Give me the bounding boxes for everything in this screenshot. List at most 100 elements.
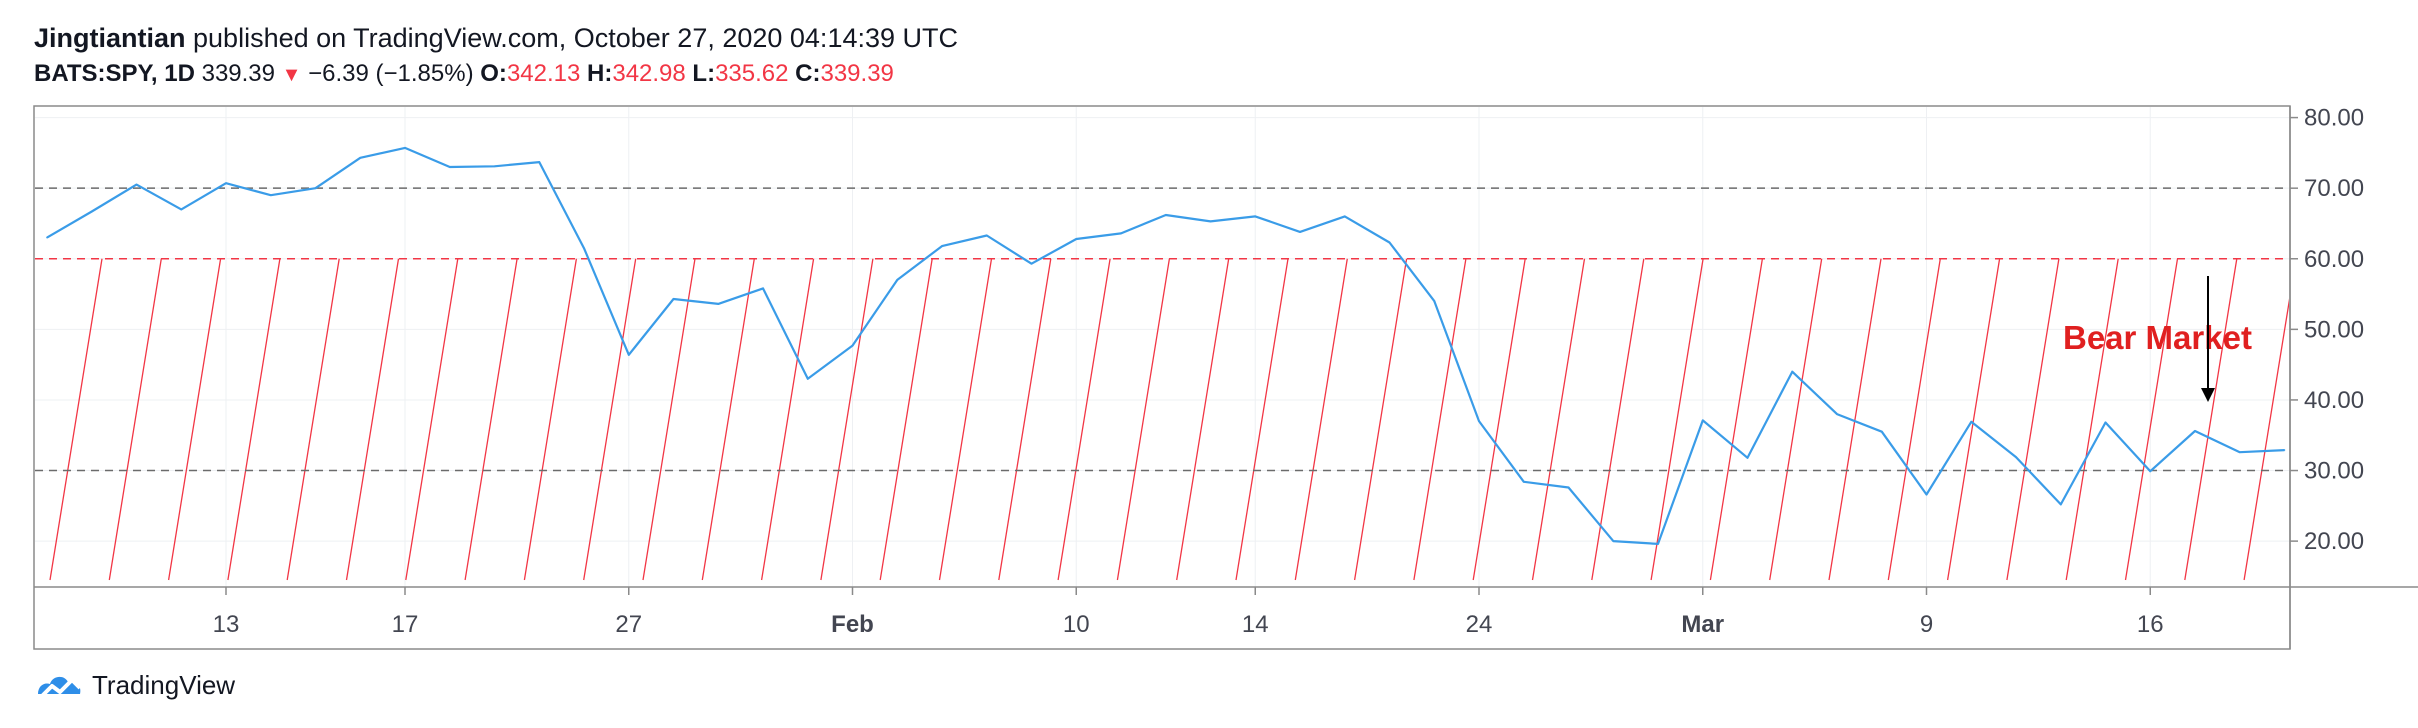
hatch-line xyxy=(2243,298,2289,581)
hatch-line xyxy=(1650,258,1704,581)
hatch-line xyxy=(701,258,755,581)
publish-info: Jingtiantian published on TradingView.co… xyxy=(34,20,958,56)
hatch-line xyxy=(760,258,815,581)
hatch-line xyxy=(879,258,933,581)
y-tick-label: 80.00 xyxy=(2304,105,2364,132)
price-point xyxy=(717,303,720,305)
hatch-line xyxy=(1769,258,1823,581)
y-tick-label: 60.00 xyxy=(2304,246,2364,273)
price-point xyxy=(225,182,227,185)
price-point xyxy=(806,377,809,380)
footer-brand[interactable]: TradingView xyxy=(92,669,236,700)
hatch-line xyxy=(2124,258,2179,581)
y-tick-label: 50.00 xyxy=(2304,316,2364,343)
price-point xyxy=(1522,481,1525,483)
hatch-line xyxy=(286,258,340,581)
published-text: published on TradingView.com, October 27… xyxy=(185,23,958,53)
horizontal-levels xyxy=(35,187,2289,472)
hatch-line xyxy=(345,258,400,581)
hatch-line xyxy=(108,258,162,581)
low-value: 335.62 xyxy=(715,60,789,87)
hatch-line xyxy=(938,258,993,581)
down-triangle-icon: ▼ xyxy=(281,64,302,86)
hatch-line xyxy=(820,258,874,581)
x-tick-label: Mar xyxy=(1681,611,1724,638)
hatch-line xyxy=(227,258,281,581)
chart-grid xyxy=(35,107,2289,587)
price-point xyxy=(1657,543,1659,545)
hatch-line xyxy=(464,258,518,581)
x-tick-label: 24 xyxy=(1466,611,1493,638)
price-point xyxy=(1880,430,1883,433)
hatch-line xyxy=(49,258,103,581)
price-point xyxy=(896,279,899,281)
hatch-line xyxy=(1709,258,1764,581)
y-tick-label: 30.00 xyxy=(2304,458,2364,485)
hatch-line xyxy=(1887,258,1941,581)
price-point xyxy=(1030,262,1033,265)
high-value: 342.98 xyxy=(612,60,686,87)
price-point xyxy=(1746,457,1749,459)
price-point xyxy=(180,208,183,211)
price-point xyxy=(46,236,48,239)
hatch-line xyxy=(1353,258,1408,581)
hatch-line xyxy=(1472,258,1526,581)
y-tick-label: 70.00 xyxy=(2304,175,2364,202)
low-label: L: xyxy=(692,60,716,87)
price-point xyxy=(1478,420,1480,422)
symbol-info: BATS:SPY, 1D 339.39 ▼ −6.39 (−1.85%) O:3… xyxy=(34,56,958,93)
x-tick-label: 14 xyxy=(1242,611,1269,638)
price-point xyxy=(1254,215,1257,218)
hatch-line xyxy=(1235,258,1289,581)
price-point xyxy=(2015,456,2017,458)
high-label: H: xyxy=(587,60,613,87)
price-point xyxy=(2149,470,2152,473)
price-point xyxy=(2194,430,2196,432)
y-tick-label: 20.00 xyxy=(2304,528,2364,555)
price-point xyxy=(1925,493,1928,496)
hatch-line xyxy=(1946,258,2001,581)
price-series xyxy=(46,146,2286,546)
price-axis[interactable]: 80.00 70.00 60.00 50.00 40.00 30.00 20.00 xyxy=(2290,105,2364,556)
price-point xyxy=(135,183,138,186)
x-tick-label: 17 xyxy=(392,611,419,638)
price-point xyxy=(359,157,362,159)
price-point xyxy=(1388,241,1391,244)
price-point xyxy=(1120,232,1122,235)
hatch-line xyxy=(1531,258,1586,581)
price-point xyxy=(1567,486,1570,489)
hatch-line xyxy=(642,258,696,581)
price-point xyxy=(314,187,317,189)
price-point xyxy=(90,210,93,213)
price-point xyxy=(1970,421,1973,423)
price-point xyxy=(448,166,451,168)
annotation-text: Bear Market xyxy=(2063,319,2252,356)
price-point xyxy=(269,194,272,197)
x-tick-label: 10 xyxy=(1063,611,1090,638)
author-name[interactable]: Jingtiantian xyxy=(34,23,186,53)
price-point xyxy=(985,234,988,237)
price-point xyxy=(1433,300,1436,302)
hatch-line xyxy=(405,258,459,581)
price-point xyxy=(1836,413,1838,415)
price-point xyxy=(762,287,764,290)
hatch-line xyxy=(2363,259,2415,580)
hatch-line xyxy=(167,258,222,581)
price-point xyxy=(583,247,585,249)
chart-header: Jingtiantian published on TradingView.co… xyxy=(34,20,958,93)
hatch-line xyxy=(1116,258,1171,581)
price-point xyxy=(1612,540,1615,542)
hatch-line xyxy=(1828,258,1882,581)
symbol-label: BATS:SPY, 1D xyxy=(34,60,195,87)
hatch-line xyxy=(1591,258,1645,581)
bear-market-annotation: Bear Market xyxy=(2063,276,2252,402)
time-axis[interactable]: 13 17 27 Feb 10 14 24 Mar 9 16 xyxy=(213,587,2164,638)
price-point xyxy=(627,353,630,356)
price-point xyxy=(404,147,406,149)
x-tick-label: 27 xyxy=(615,611,642,638)
tradingview-logo-icon[interactable] xyxy=(34,668,84,702)
price-point xyxy=(538,161,541,163)
hatch-line xyxy=(583,258,637,581)
hatch-line xyxy=(2184,258,2238,581)
